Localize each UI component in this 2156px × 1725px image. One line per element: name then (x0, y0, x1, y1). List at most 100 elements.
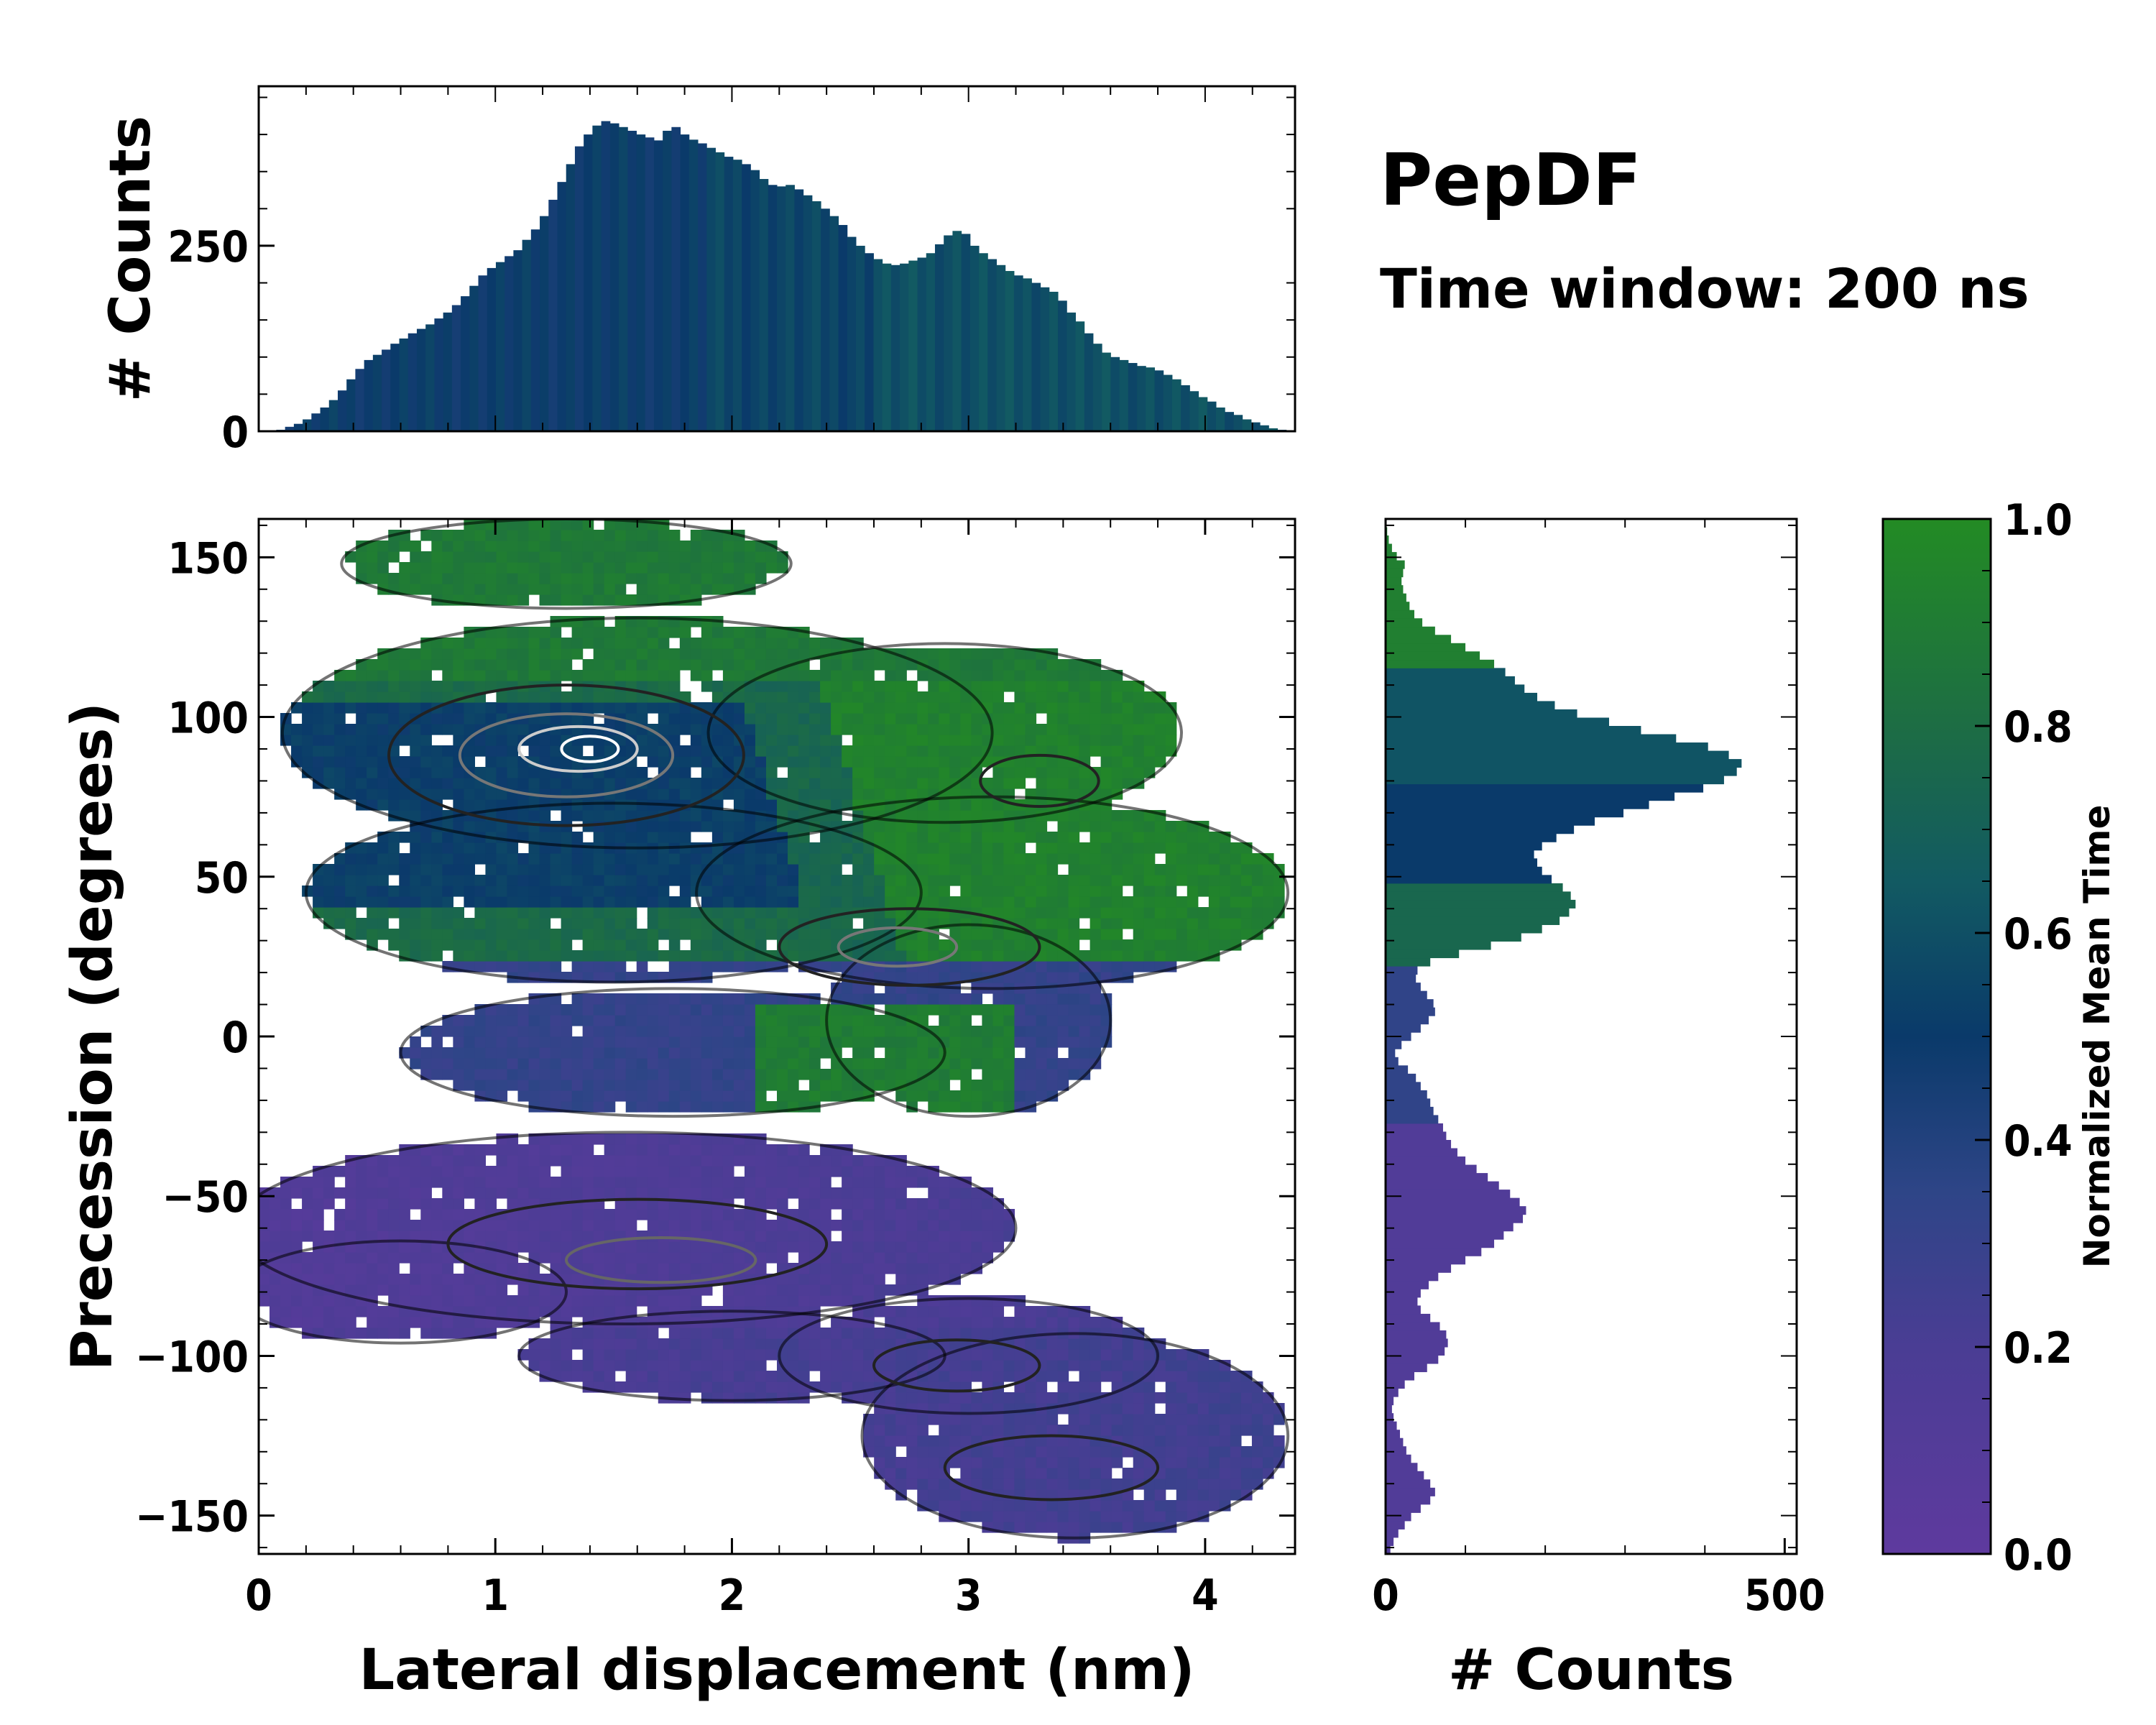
heatmap-cell (755, 1004, 767, 1016)
heatmap-cell (474, 1306, 487, 1317)
heatmap-cell (496, 1058, 508, 1070)
heatmap-cell (722, 1069, 734, 1080)
heatmap-cell (517, 1220, 530, 1231)
heatmap-cell (765, 1026, 778, 1037)
heatmap-cell (356, 713, 367, 724)
heatmap-cell (842, 875, 853, 886)
histogram-bar (944, 235, 953, 431)
heatmap-cell (582, 1058, 594, 1070)
heatmap-cell (571, 616, 584, 627)
heatmap-cell (420, 1166, 432, 1177)
heatmap-cell (658, 950, 670, 962)
heatmap-cell (474, 1317, 487, 1328)
heatmap-cell (842, 1220, 853, 1231)
heatmap-cell (377, 681, 389, 692)
heatmap-cell (711, 1144, 724, 1156)
heatmap-cell (755, 767, 767, 778)
heatmap-cell (377, 1241, 389, 1253)
histogram-bar (557, 182, 567, 431)
heatmap-cell (917, 1230, 929, 1242)
heatmap-cell (453, 907, 464, 919)
heatmap-cell (410, 648, 421, 660)
heatmap-cell (722, 756, 734, 768)
heatmap-cell (571, 584, 584, 595)
histogram-bar (1092, 344, 1102, 431)
heatmap-cell (474, 681, 487, 692)
heatmap-cell (507, 562, 519, 574)
heatmap-cell (885, 1252, 896, 1264)
heatmap-cell (550, 961, 562, 972)
heatmap-cell (399, 907, 410, 919)
heatmap-cell (863, 745, 875, 757)
histogram-bar (653, 140, 663, 431)
histogram-bar (355, 369, 365, 431)
heatmap-cell (906, 1069, 918, 1080)
heatmap-cell (614, 1328, 627, 1339)
heatmap-cell (582, 1026, 594, 1037)
heatmap-cell (442, 530, 453, 541)
heatmap-cell (593, 1080, 605, 1091)
heatmap-cell (949, 1425, 961, 1436)
heatmap-cell (302, 713, 313, 724)
heatmap-cell (345, 886, 356, 897)
heatmap-cell (679, 832, 691, 843)
heatmap-cell (949, 864, 961, 875)
heatmap-cell (614, 1144, 627, 1156)
heatmap-cell (259, 1241, 270, 1253)
heatmap-cell (960, 1317, 972, 1328)
heatmap-cell (582, 810, 594, 822)
heatmap-cell (885, 972, 896, 983)
heatmap-cell (517, 896, 530, 908)
heatmap-cell (809, 713, 821, 724)
heatmap-cell (960, 1295, 972, 1307)
heatmap-cell (388, 853, 400, 865)
heatmap-cell (1014, 724, 1026, 735)
heatmap-cell (1003, 853, 1015, 865)
heatmap-cell (334, 1328, 346, 1339)
heatmap-cell (367, 1198, 378, 1210)
heatmap-cell (874, 1241, 885, 1253)
heatmap-cell (658, 1144, 670, 1156)
heatmap-cell (302, 1317, 313, 1328)
heatmap-cell (788, 745, 799, 757)
heatmap-cell (722, 1155, 734, 1167)
heatmap-cell (906, 1435, 918, 1447)
heatmap-cell (507, 939, 519, 951)
heatmap-cell (658, 1026, 670, 1037)
heatmap-cell (636, 627, 648, 638)
heatmap-cell (1057, 821, 1069, 832)
heatmap-cell (820, 1360, 831, 1371)
heatmap-cell (798, 756, 810, 768)
heatmap-cell (960, 799, 972, 811)
heatmap-cell (1003, 1371, 1015, 1382)
heatmap-cell (1025, 993, 1037, 1005)
histogram-bar (873, 259, 883, 431)
heatmap-cell (679, 821, 691, 832)
heatmap-cell (733, 1252, 745, 1264)
heatmap-cell (928, 702, 939, 714)
heatmap-cell (755, 1069, 767, 1080)
heatmap-cell (658, 1166, 670, 1177)
heatmap-cell (388, 1252, 400, 1264)
heatmap-cell (582, 778, 594, 789)
heatmap-cell (636, 1252, 648, 1264)
heatmap-cell (788, 778, 799, 789)
heatmap-cell (831, 1252, 842, 1264)
heatmap-cell (496, 1004, 508, 1016)
heatmap-cell (582, 1209, 594, 1220)
heatmap-cell (658, 530, 670, 541)
heatmap-cell (431, 1026, 443, 1037)
heatmap-cell (420, 907, 432, 919)
heatmap-cell (1025, 724, 1037, 735)
heatmap-cell (960, 1360, 972, 1371)
heatmap-cell (399, 584, 410, 595)
heatmap-cell (939, 1435, 950, 1447)
heatmap-cell (431, 756, 443, 768)
heatmap-cell (550, 853, 562, 865)
heatmap-cell (431, 659, 443, 671)
heatmap-cell (464, 1058, 476, 1070)
heatmap-cell (733, 1155, 745, 1167)
heatmap-cell (388, 659, 400, 671)
heatmap-cell (593, 1047, 605, 1059)
heatmap-cell (982, 1511, 994, 1522)
